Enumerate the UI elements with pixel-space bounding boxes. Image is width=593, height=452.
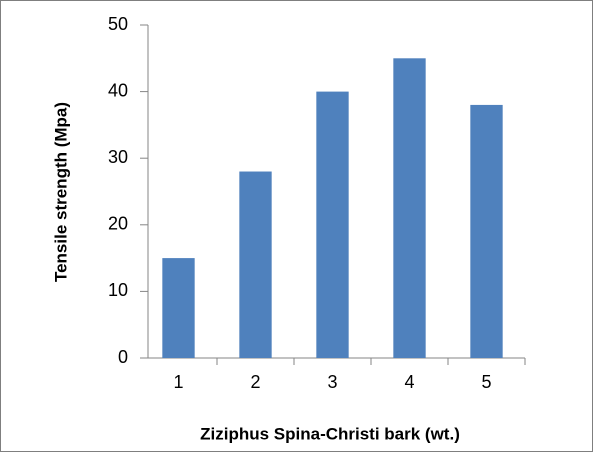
x-tick-label: 4 xyxy=(404,372,414,392)
x-tick-label: 1 xyxy=(173,372,183,392)
bar xyxy=(316,91,349,358)
y-tick-label: 40 xyxy=(108,80,128,100)
bar xyxy=(470,104,503,358)
x-tick-label: 2 xyxy=(250,372,260,392)
bar xyxy=(393,58,426,359)
x-axis-label: Ziziphus Spina-Christi bark (wt.) xyxy=(200,424,460,443)
y-tick-label: 10 xyxy=(108,280,128,300)
y-tick-label: 0 xyxy=(118,347,128,367)
y-tick-label: 30 xyxy=(108,147,128,167)
y-axis-label: Tensile strength (Mpa) xyxy=(51,102,70,282)
x-tick-label: 3 xyxy=(327,372,337,392)
x-tick-label: 5 xyxy=(481,372,491,392)
y-tick-label: 20 xyxy=(108,214,128,234)
bar xyxy=(239,171,272,358)
bar xyxy=(162,258,195,358)
y-tick-label: 50 xyxy=(108,14,128,34)
